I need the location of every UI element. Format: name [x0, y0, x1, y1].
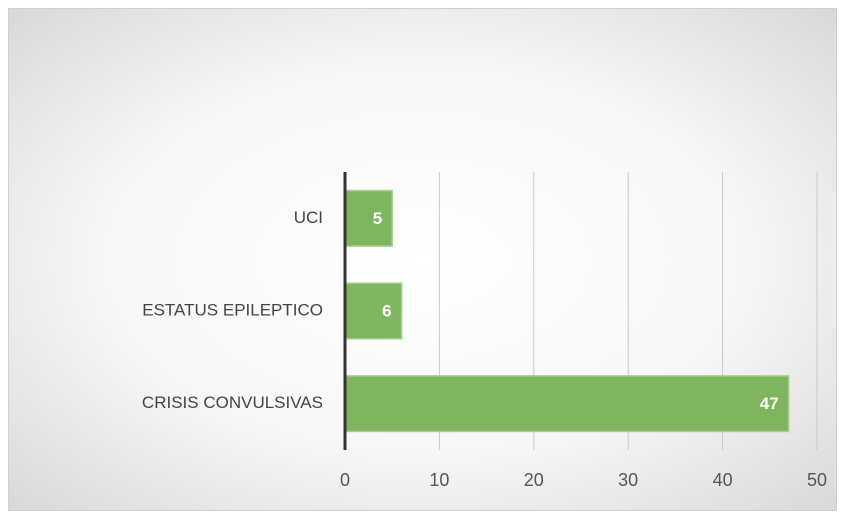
chart-background [8, 8, 837, 511]
bar [344, 189, 393, 247]
bar [344, 282, 403, 340]
x-tick-label: 50 [807, 470, 827, 490]
x-tick-label: 10 [429, 470, 449, 490]
bar [344, 375, 790, 433]
data-label: 5 [373, 209, 382, 228]
x-tick-label: 20 [524, 470, 544, 490]
x-tick-label: 0 [340, 470, 350, 490]
y-tick-label: CRISIS CONVULSIVAS [142, 393, 323, 412]
data-label: 6 [382, 301, 391, 320]
y-tick-label: ESTATUS EPILEPTICO [142, 300, 323, 319]
data-label: 47 [760, 394, 779, 413]
x-tick-label: 40 [713, 470, 733, 490]
y-tick-label: UCI [294, 208, 323, 227]
x-tick-label: 30 [618, 470, 638, 490]
